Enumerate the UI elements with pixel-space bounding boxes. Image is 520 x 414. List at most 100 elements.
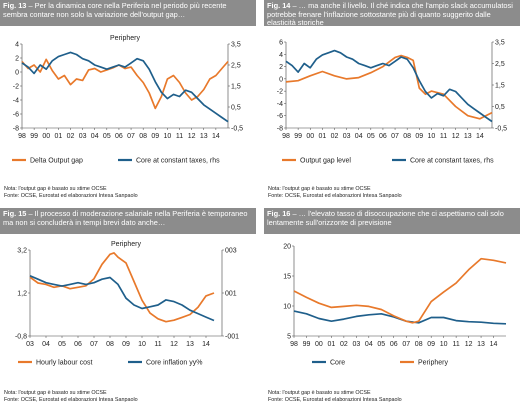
x-tick-label: 03 — [26, 341, 34, 348]
series-line-0 — [293, 310, 507, 325]
x-tick-label: 02 — [331, 133, 339, 140]
figure-16-label: Fig. 16 — [267, 209, 291, 218]
y-tick-label-left: -0,8 — [15, 334, 27, 341]
figure-15-caption: – Il processo di moderazione salariale n… — [3, 209, 248, 227]
figure-13-panel: Fig. 13 – Per la dinamica core nella Per… — [0, 0, 256, 199]
x-tick-label: 01 — [328, 341, 336, 348]
x-tick-label: 14 — [490, 341, 498, 348]
y-tick-label-left: 5 — [287, 334, 291, 341]
figure-15-chart: Periphery 3,2 1,2 -0,8 003 001 -001 03 04 05 06 07 0… — [15, 241, 239, 367]
x-tick-label: 10 — [428, 133, 436, 140]
y-tick-label-right: 003 — [225, 248, 237, 255]
figure-16-source: Fonte: OCSE, Eurostat ed elaborazioni In… — [268, 397, 402, 403]
x-tick-label: 00 — [42, 133, 50, 140]
figure-13-notes: Nota: l'output gap è basato su stime OCS… — [4, 186, 138, 200]
figure-16-notes: Nota: l'output gap è basato su stime OCS… — [268, 390, 402, 404]
x-tick-label: 99 — [30, 133, 38, 140]
y-tick-label-right: 0,5 — [231, 105, 241, 112]
chart-title: Periphery — [111, 241, 141, 248]
x-tick-label: 04 — [355, 133, 363, 140]
y-tick-label-left: 2 — [279, 64, 283, 71]
y-tick-label-left: 3,2 — [17, 248, 27, 255]
x-tick-label: 11 — [440, 133, 447, 140]
y-tick-label-left: -2 — [277, 89, 283, 96]
figure-16-caption: – … l'elevato tasso di disoccupazione ch… — [267, 209, 504, 227]
x-tick-label: 98 — [18, 133, 26, 140]
x-tick-label: 09 — [151, 133, 159, 140]
series-line-1 — [29, 275, 215, 322]
x-tick-label: 14 — [212, 133, 220, 140]
x-tick-label: 13 — [200, 133, 208, 140]
y-tick-label-left: -6 — [277, 113, 283, 120]
figure-14-note: Nota: l'output gap è basato su stime OCS… — [268, 186, 371, 192]
x-tick-label: 08 — [403, 133, 411, 140]
x-tick-label: 12 — [170, 341, 178, 348]
x-tick-label: 98 — [282, 133, 290, 140]
x-tick-label: 07 — [90, 341, 98, 348]
x-tick-label: 02 — [340, 341, 348, 348]
legend-label: Core at constant taxes, rhs — [410, 158, 494, 165]
x-tick-label: 10 — [440, 341, 448, 348]
x-tick-label: 01 — [54, 133, 62, 140]
x-tick-label: 12 — [188, 133, 196, 140]
y-tick-label-right: 1,5 — [231, 84, 241, 91]
x-tick-label: 08 — [415, 341, 423, 348]
figure-13-note: Nota: l'output gap è basato su stime OCS… — [4, 186, 107, 192]
x-tick-label: 09 — [122, 341, 130, 348]
y-tick-label-left: -8 — [13, 126, 19, 133]
x-tick-label: 07 — [402, 341, 410, 348]
y-tick-label-right: -001 — [225, 334, 239, 341]
x-tick-label: 11 — [154, 341, 161, 348]
y-tick-label-left: 4 — [279, 52, 283, 59]
x-tick-label: 14 — [202, 341, 210, 348]
legend-label: Core — [330, 360, 345, 367]
x-tick-label: 12 — [452, 133, 460, 140]
y-tick-label-right: 0,5 — [495, 104, 505, 111]
x-tick-label: 09 — [415, 133, 423, 140]
x-tick-label: 03 — [352, 341, 360, 348]
x-tick-label: 13 — [186, 341, 194, 348]
x-tick-label: 11 — [176, 133, 183, 140]
figure-14-chart: 6 4 2 0 -2 -4 -6 -8 3,5 2,5 1,5 0,5 -0,5 98 99 00 01 02 03… — [277, 40, 507, 165]
figure-16-note: Nota: l'output gap è basato su stime OCS… — [268, 390, 371, 396]
x-tick-label: 06 — [115, 133, 123, 140]
y-tick-label-left: 20 — [283, 244, 291, 251]
x-tick-label: 00 — [315, 341, 323, 348]
x-tick-label: 07 — [391, 133, 399, 140]
series-line-0 — [285, 54, 493, 120]
x-tick-label: 05 — [58, 341, 66, 348]
y-tick-label-right: 1,5 — [495, 83, 505, 90]
x-tick-label: 04 — [42, 341, 50, 348]
y-tick-label-left: 15 — [283, 274, 291, 281]
y-tick-label-right: 3,5 — [231, 42, 241, 49]
x-tick-label: 14 — [476, 133, 484, 140]
figure-13-chart: Periphery 4 2 0 -2 -4 -6 -8 3,5 2,5 1,5 0,5 -0,5 98 99… — [12, 35, 243, 165]
x-tick-label: 02 — [67, 133, 75, 140]
y-tick-label-right: 2,5 — [231, 63, 241, 70]
figure-16-chart: 20 15 10 598 99 00 01 02 03 04 05 06 07 08 09 10 11 12 13 1… — [283, 244, 507, 367]
legend-label: Delta Output gap — [30, 158, 83, 165]
series-line-0 — [21, 58, 229, 110]
x-tick-label: 06 — [390, 341, 398, 348]
y-tick-label-left: 2 — [15, 56, 19, 63]
figure-14-header: Fig. 14 – … ma anche il livello. Il ché … — [264, 0, 520, 26]
x-tick-label: 09 — [427, 341, 435, 348]
y-tick-label-left: 6 — [279, 40, 283, 47]
figure-14-source: Fonte: OCSE, Eurostat ed elaborazioni In… — [268, 193, 402, 199]
x-tick-label: 04 — [91, 133, 99, 140]
x-tick-label: 10 — [138, 341, 146, 348]
series-line-1 — [285, 49, 493, 123]
series-line-0 — [29, 252, 215, 323]
y-tick-label-left: -8 — [277, 126, 283, 133]
x-tick-label: 08 — [139, 133, 147, 140]
y-tick-label-left: 1,2 — [17, 291, 27, 298]
y-tick-label-right: 3,5 — [495, 40, 505, 47]
figure-15-note: Nota: l'output gap è basato su stime OCS… — [4, 390, 107, 396]
x-tick-label: 07 — [127, 133, 135, 140]
figure-15-label: Fig. 15 — [3, 209, 27, 218]
y-tick-label-left: -2 — [13, 84, 19, 91]
series-line-1 — [293, 257, 507, 324]
figure-14-panel: Fig. 14 – … ma anche il livello. Il ché … — [264, 0, 520, 199]
figure-15-panel: Fig. 15 – Il processo di moderazione sal… — [0, 208, 256, 403]
figure-16-header: Fig. 16 – … l'elevato tasso di disoccupa… — [264, 208, 520, 234]
